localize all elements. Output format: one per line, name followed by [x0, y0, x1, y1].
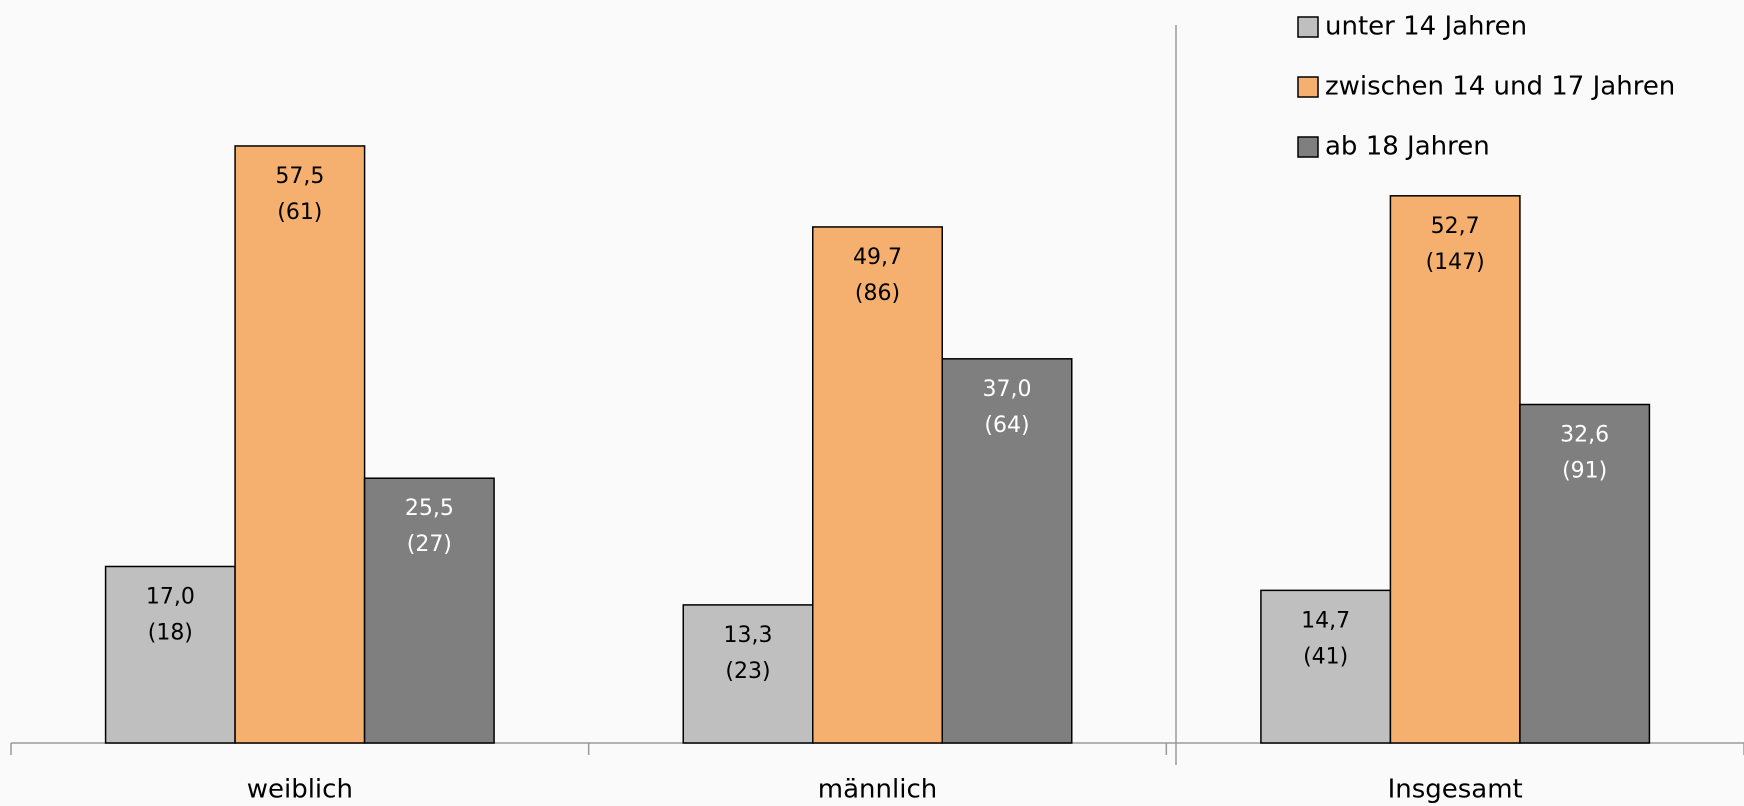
value-label: 52,7: [1431, 214, 1480, 239]
value-label: 17,0: [146, 584, 195, 609]
legend-label: zwischen 14 und 17 Jahren: [1325, 72, 1675, 102]
x-tick-label: Insgesamt: [1388, 775, 1523, 805]
bar: [941, 358, 1073, 744]
bar: [104, 565, 236, 744]
count-label: (147): [1426, 250, 1485, 275]
value-label: 25,5: [405, 496, 454, 521]
count-label: (61): [277, 200, 322, 225]
legend-label: ab 18 Jahren: [1325, 132, 1490, 162]
legend-swatch: [1297, 16, 1319, 38]
count-label: (27): [407, 532, 452, 557]
count-label: (23): [725, 659, 770, 684]
count-label: (86): [855, 281, 900, 306]
bar: [1519, 403, 1651, 744]
legend-swatch: [1297, 76, 1319, 98]
value-label: 13,3: [724, 623, 773, 648]
value-label: 14,7: [1301, 608, 1350, 633]
count-label: (91): [1562, 459, 1607, 484]
bar: [1260, 589, 1392, 744]
value-label: 32,6: [1560, 423, 1609, 448]
count-label: (41): [1303, 644, 1348, 669]
count-label: (64): [984, 413, 1029, 438]
bar: [1389, 195, 1521, 744]
bar: [682, 604, 814, 744]
bar: [234, 145, 366, 744]
legend-label: unter 14 Jahren: [1325, 12, 1527, 42]
x-tick-label: weiblich: [247, 775, 353, 805]
value-label: 57,5: [275, 164, 324, 189]
legend-swatch: [1297, 136, 1319, 158]
bar: [363, 477, 495, 744]
value-label: 49,7: [853, 245, 902, 270]
value-label: 37,0: [983, 377, 1032, 402]
x-tick-label: männlich: [818, 775, 937, 805]
count-label: (18): [148, 620, 193, 645]
